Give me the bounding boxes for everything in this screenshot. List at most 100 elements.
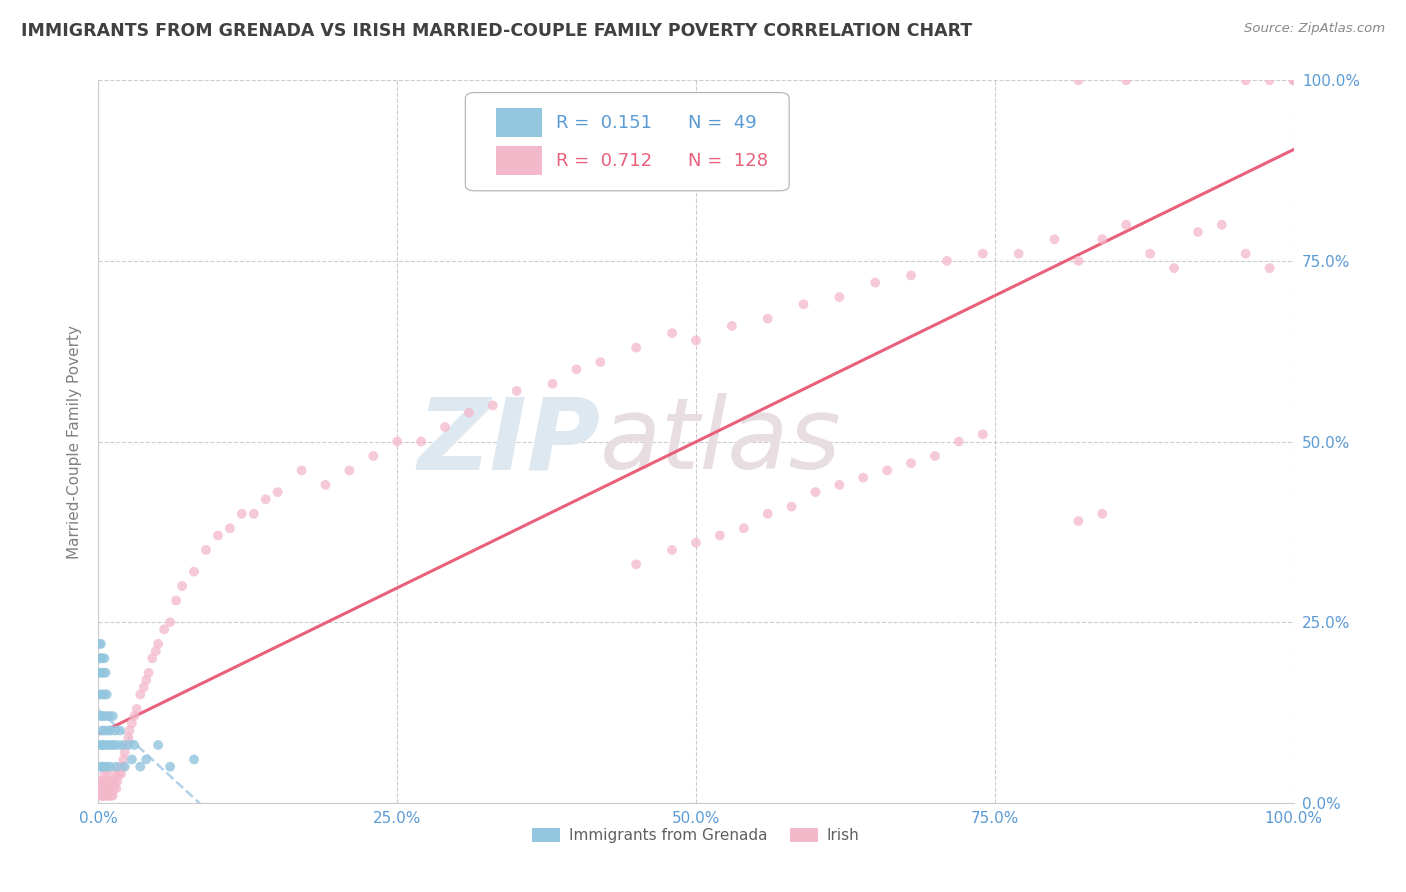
Point xyxy=(90,781,112,796)
Point xyxy=(1234,246,1257,260)
Point xyxy=(756,507,779,521)
Point xyxy=(626,558,648,572)
Point xyxy=(183,565,205,579)
Point xyxy=(900,456,922,470)
Point xyxy=(1282,73,1305,87)
Text: R =  0.712: R = 0.712 xyxy=(557,152,652,169)
Point xyxy=(1234,73,1257,87)
Point xyxy=(91,789,114,803)
Point xyxy=(107,738,129,752)
Point xyxy=(132,680,155,694)
Point xyxy=(159,615,181,630)
Y-axis label: Married-Couple Family Poverty: Married-Couple Family Poverty xyxy=(66,325,82,558)
Point xyxy=(91,665,114,680)
Point xyxy=(91,687,114,701)
Point xyxy=(94,774,117,789)
Text: Source: ZipAtlas.com: Source: ZipAtlas.com xyxy=(1244,22,1385,36)
Point xyxy=(89,789,111,803)
Point xyxy=(148,738,170,752)
Point xyxy=(91,781,114,796)
Point xyxy=(1115,218,1137,232)
Point xyxy=(111,760,134,774)
Point xyxy=(96,781,118,796)
Point xyxy=(94,789,117,803)
Point xyxy=(254,492,277,507)
Point xyxy=(91,774,114,789)
Point xyxy=(98,723,122,738)
Point xyxy=(124,709,146,723)
Point xyxy=(828,290,851,304)
Point xyxy=(93,651,115,665)
Point xyxy=(103,781,125,796)
Point xyxy=(195,542,218,557)
Point xyxy=(91,738,114,752)
Point xyxy=(1282,73,1305,87)
Point xyxy=(90,738,112,752)
Bar xyxy=(496,146,541,175)
Point xyxy=(90,665,112,680)
Point xyxy=(91,774,114,789)
Point xyxy=(90,637,112,651)
Point xyxy=(96,687,118,701)
Point xyxy=(1139,246,1161,260)
Point xyxy=(541,376,564,391)
Point xyxy=(98,774,122,789)
Point xyxy=(101,774,124,789)
Point xyxy=(96,760,118,774)
Point xyxy=(107,767,129,781)
Point xyxy=(721,318,744,333)
Point xyxy=(112,752,135,766)
Point xyxy=(411,434,433,449)
Point xyxy=(91,789,114,803)
Point xyxy=(103,738,125,752)
Point xyxy=(626,341,648,355)
Point xyxy=(267,485,290,500)
Point xyxy=(114,745,136,759)
Point xyxy=(101,789,124,803)
Point xyxy=(756,311,779,326)
Point xyxy=(972,246,994,260)
Point xyxy=(89,637,111,651)
Point xyxy=(565,362,588,376)
Point xyxy=(1067,514,1090,528)
Point xyxy=(219,521,242,535)
Point xyxy=(93,781,115,796)
Point xyxy=(1258,261,1281,276)
Point xyxy=(172,579,194,593)
Point xyxy=(100,738,122,752)
Point xyxy=(385,434,409,449)
Point xyxy=(110,767,132,781)
Point xyxy=(1091,232,1114,246)
Point xyxy=(118,723,141,738)
Point xyxy=(948,434,970,449)
Point xyxy=(804,485,827,500)
Point xyxy=(1008,246,1031,260)
Point xyxy=(852,470,875,484)
Text: ZIP: ZIP xyxy=(418,393,600,490)
Point xyxy=(138,665,160,680)
Point xyxy=(107,774,129,789)
Point xyxy=(685,334,707,348)
Point xyxy=(104,723,127,738)
Point xyxy=(153,623,176,637)
Point xyxy=(89,651,111,665)
Point xyxy=(90,774,112,789)
Point xyxy=(91,723,114,738)
Point xyxy=(91,760,114,774)
Point xyxy=(97,781,120,796)
Point xyxy=(121,752,143,766)
Point xyxy=(94,738,117,752)
Point xyxy=(458,406,481,420)
Point xyxy=(93,789,115,803)
Point xyxy=(135,752,157,766)
Point xyxy=(94,709,117,723)
Text: N =  49: N = 49 xyxy=(688,113,756,132)
Point xyxy=(129,687,152,701)
Point xyxy=(876,463,898,477)
Text: atlas: atlas xyxy=(600,393,842,490)
Point xyxy=(97,767,120,781)
Point xyxy=(780,500,803,514)
Point xyxy=(481,398,505,412)
Point xyxy=(125,702,148,716)
Point xyxy=(141,651,163,665)
